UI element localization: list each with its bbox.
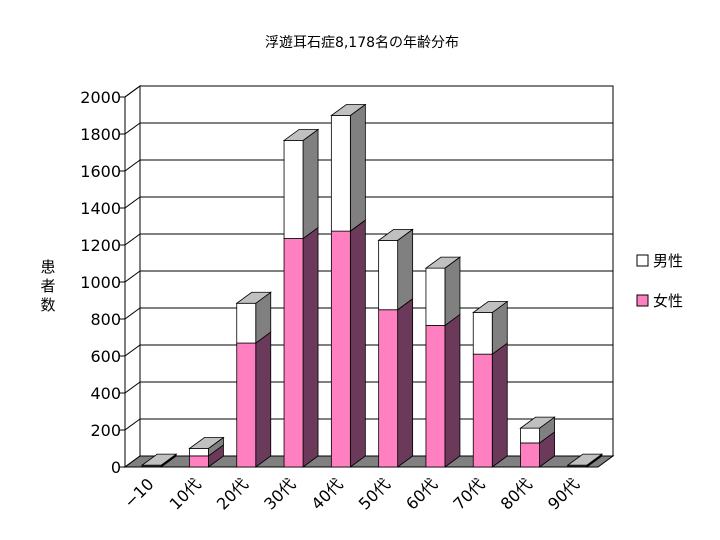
- bar-side: [444, 256, 461, 327]
- bar-side: [349, 219, 366, 468]
- bar-top: [424, 256, 462, 269]
- x-tick-label: 50代: [355, 474, 394, 513]
- gridline-side: [124, 307, 141, 320]
- gridline-side: [124, 381, 141, 394]
- bar-male: [425, 256, 461, 327]
- bar-front: [425, 325, 446, 468]
- y-axis-label-char: 数: [40, 296, 55, 314]
- gridline-side: [124, 85, 141, 98]
- y-tick-label: 800: [90, 310, 121, 329]
- y-tick-label: 200: [90, 421, 121, 440]
- bar-side: [444, 313, 461, 468]
- bars: [140, 103, 604, 468]
- x-tick-label: 40代: [308, 474, 347, 513]
- bar-front: [520, 427, 540, 444]
- bar-front: [283, 140, 304, 239]
- bar-front: [425, 267, 446, 326]
- bar-male: [330, 103, 366, 232]
- bar-side: [397, 228, 414, 311]
- bar-top: [282, 129, 320, 141]
- bar-front: [472, 353, 493, 468]
- x-tick-label: 60代: [402, 474, 441, 513]
- bar-top: [235, 291, 272, 304]
- bar-top: [566, 453, 604, 466]
- gridline-side: [124, 344, 141, 357]
- bar-top: [472, 301, 509, 313]
- gridline-side: [124, 233, 141, 246]
- bar-side: [255, 331, 272, 468]
- x-tick-label: 80代: [497, 474, 536, 513]
- legend-swatch: [636, 254, 649, 267]
- x-tick-label: 70代: [449, 474, 488, 513]
- bar-female: [425, 313, 461, 468]
- y-tick-label: 400: [90, 384, 121, 403]
- bar-top: [140, 453, 178, 466]
- x-tick-label: 10代: [166, 474, 205, 513]
- bar-front: [236, 302, 257, 344]
- y-tick-labels: 0 200 400 600 800 1000 1200 1400 1600 1800 2000: [80, 88, 121, 477]
- bar-side: [397, 297, 414, 468]
- bar-female: [378, 297, 414, 468]
- y-axis-label-char: 患: [40, 258, 55, 276]
- y-tick-label: 600: [90, 347, 121, 366]
- y-tick-label: 1400: [80, 199, 121, 218]
- bar-female: [472, 342, 508, 468]
- legend-label: 男性: [653, 252, 683, 270]
- x-tick-label: 30代: [260, 474, 299, 513]
- x-tick-labels: −10 10代 20代 30代 40代 50代 60代 70代 80代 90代: [120, 474, 583, 513]
- bar-front: [378, 309, 399, 468]
- y-tick-label: 1200: [80, 236, 121, 255]
- x-tick-label: −10: [120, 474, 157, 511]
- gridline-side: [124, 270, 141, 283]
- gridline-side: [124, 418, 141, 431]
- bar-top: [188, 437, 225, 449]
- bar-front: [378, 239, 399, 311]
- bar-female: [330, 219, 366, 468]
- bar-front: [330, 115, 351, 232]
- bar-top: [377, 228, 414, 241]
- bar-male: [283, 128, 319, 240]
- bar-front: [283, 238, 304, 468]
- bar-side: [302, 128, 319, 240]
- bar-front: [520, 442, 540, 468]
- chart-walls: [123, 85, 615, 468]
- bar-side: [349, 103, 366, 232]
- bar-top: [330, 104, 367, 116]
- y-tick-label: 1600: [80, 162, 121, 181]
- y-tick-label: 1000: [80, 273, 121, 292]
- bar-male: [378, 228, 414, 311]
- bar-male: [520, 416, 555, 444]
- legend-label: 女性: [653, 292, 683, 310]
- gridline-side: [124, 159, 141, 172]
- bar-side: [491, 342, 508, 468]
- y-tick-label: 1800: [80, 125, 121, 144]
- bar-front: [189, 455, 209, 468]
- x-tick-label: 20代: [213, 474, 252, 513]
- y-tick-label: 0: [111, 458, 121, 477]
- gridline-side: [124, 196, 141, 209]
- x-tick-label: 90代: [544, 474, 583, 513]
- bar-front: [472, 312, 493, 355]
- bar-top: [519, 416, 556, 429]
- chart-title: 浮遊耳石症8,178名の年齢分布: [265, 35, 459, 51]
- gridlines: [120, 85, 613, 468]
- legend-swatch: [636, 294, 649, 307]
- bar-female: [236, 331, 272, 468]
- bar-front: [236, 342, 257, 468]
- y-axis-label-char: 者: [40, 277, 55, 295]
- bar-side: [302, 226, 319, 468]
- bar-front: [330, 230, 351, 468]
- bar-front: [189, 448, 209, 457]
- y-axis-label: 患者数: [40, 258, 55, 314]
- gridline-side: [124, 122, 141, 135]
- bar-female: [283, 226, 319, 468]
- y-tick-label: 2000: [80, 88, 121, 107]
